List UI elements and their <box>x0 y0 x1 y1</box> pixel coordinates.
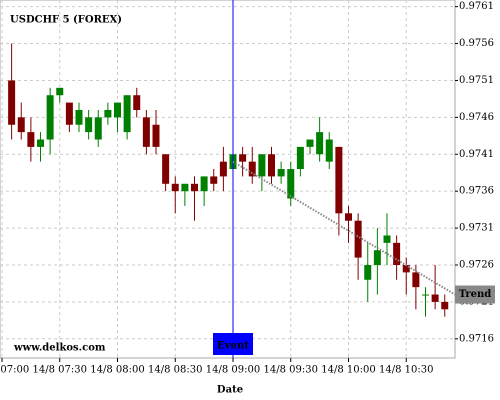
candle-body <box>239 154 247 162</box>
candle-body <box>85 117 93 133</box>
candle-body <box>27 132 35 147</box>
trend-box <box>455 285 495 304</box>
x-tick-label: 14/8 08:00 <box>90 365 144 376</box>
candle-body <box>181 183 189 192</box>
y-tick-label: 0.9726 <box>459 259 494 270</box>
x-tick-label: 14/8 07:30 <box>33 365 87 376</box>
x-tick-label: 14/8 10:00 <box>321 365 375 376</box>
candle-body <box>162 154 170 184</box>
candle-body <box>412 272 420 288</box>
chart-title: USDCHF 5 (FOREX) <box>10 15 122 26</box>
candle-body <box>335 146 343 214</box>
candle-body <box>287 169 295 199</box>
y-tick-label: 0.9731 <box>459 223 494 234</box>
event-label: Event <box>217 341 249 352</box>
candle-body <box>431 294 439 302</box>
candle-body <box>325 139 333 162</box>
candle-body <box>46 95 54 140</box>
x-tick-label: 14/8 07:00 <box>0 365 29 376</box>
event-box <box>213 333 253 355</box>
candle-body <box>104 109 112 118</box>
candle-body <box>56 87 64 96</box>
candle-body <box>258 154 266 177</box>
y-tick-label: 0.9756 <box>459 38 494 49</box>
candle-body <box>142 117 150 147</box>
candle-body <box>393 242 401 265</box>
candle-body <box>373 250 381 265</box>
y-tick-label: 0.9736 <box>459 186 494 197</box>
x-tick-label: 14/8 09:30 <box>264 365 318 376</box>
candle-body <box>94 117 102 140</box>
candle-body <box>422 294 429 296</box>
candle-body <box>200 176 208 192</box>
x-tick-label: 14/8 08:30 <box>148 365 202 376</box>
candle-body <box>75 109 83 125</box>
candle-body <box>17 117 25 133</box>
y-tick-label: 0.9761 <box>459 1 494 12</box>
candle-body <box>248 161 256 177</box>
candle-body <box>402 264 410 273</box>
candle-body <box>441 301 449 310</box>
candle-body <box>354 220 362 258</box>
candle-body <box>277 169 285 177</box>
candle-body <box>123 95 131 133</box>
y-tick-label: 0.9741 <box>459 149 494 160</box>
candle-body <box>133 95 141 110</box>
candle-body <box>37 139 44 147</box>
candle-body <box>296 146 304 170</box>
candle-body <box>210 176 218 184</box>
y-tick-label: 0.9751 <box>459 75 494 86</box>
trend-label: Trend <box>459 289 492 300</box>
x-tick-label: 14/8 10:30 <box>379 365 433 376</box>
candle-body <box>316 132 324 155</box>
y-tick-label: 0.9716 <box>459 333 494 344</box>
candle-body <box>114 102 121 118</box>
candle-body <box>345 213 352 221</box>
candle-body <box>8 80 16 125</box>
candle-body <box>268 154 275 177</box>
candle-body <box>191 183 198 192</box>
x-axis-label: Date <box>217 385 243 396</box>
x-tick-label: 14/8 09:00 <box>206 365 260 376</box>
trend-line <box>232 160 456 296</box>
candle-body <box>152 124 160 147</box>
candle-body <box>306 139 314 147</box>
candle-body <box>219 161 227 177</box>
candle-body <box>364 264 372 280</box>
candle-body <box>171 183 179 192</box>
y-tick-label: 0.9746 <box>459 112 494 123</box>
candle-body <box>65 102 73 125</box>
plot-area <box>0 0 456 359</box>
candle-body <box>383 235 391 243</box>
